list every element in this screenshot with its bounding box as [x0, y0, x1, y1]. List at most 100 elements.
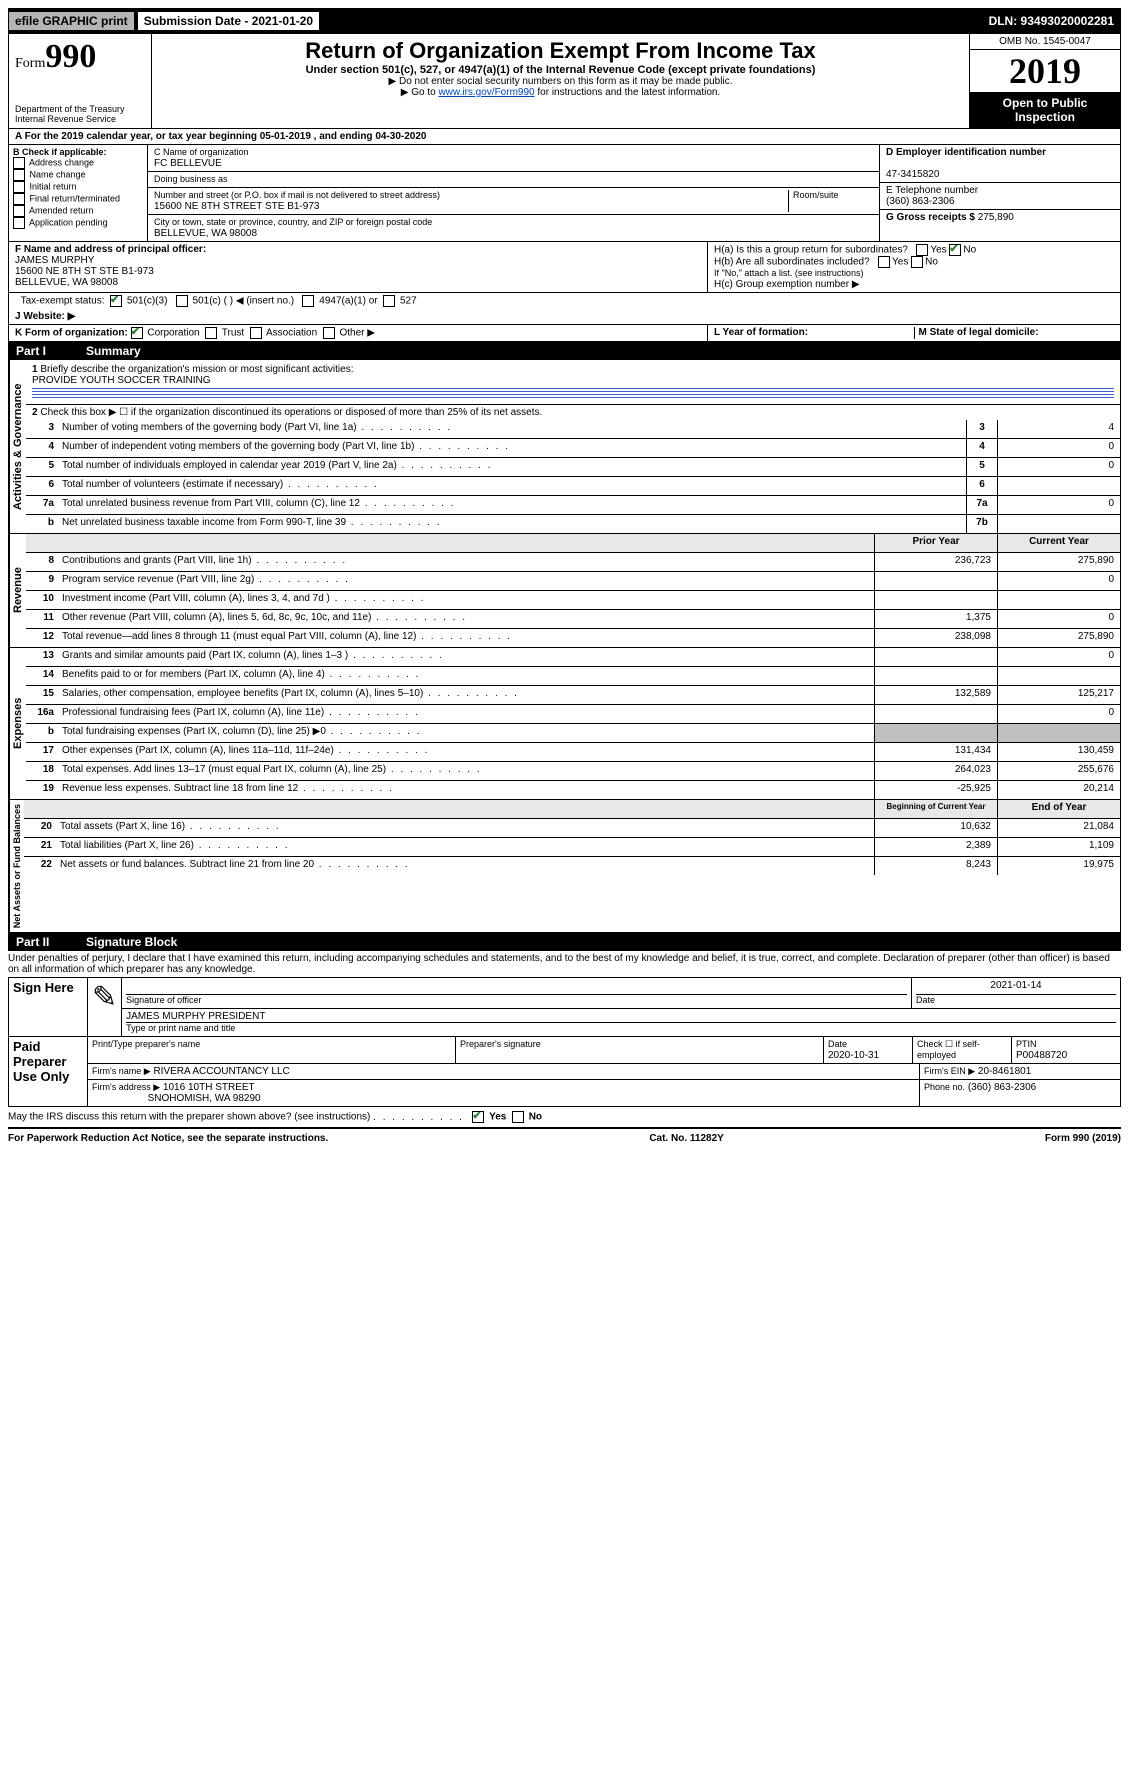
box-de: D Employer identification number 47-3415… [879, 145, 1120, 241]
table-row: 16a Professional fundraising fees (Part … [26, 705, 1120, 724]
sig-name: JAMES MURPHY PRESIDENT [126, 1011, 1116, 1023]
k-assoc[interactable]: Association [266, 328, 317, 339]
entity-block: B Check if applicable: Address change Na… [8, 145, 1121, 242]
tax-year: 2019 [970, 50, 1120, 92]
chk-amended[interactable]: Amended return [29, 205, 94, 215]
table-row: 19 Revenue less expenses. Subtract line … [26, 781, 1120, 799]
table-row: 12 Total revenue—add lines 8 through 11 … [26, 629, 1120, 647]
h-b: H(b) Are all subordinates included? [714, 257, 870, 268]
chk-name[interactable]: Name change [30, 169, 86, 179]
form-number: Form990 [15, 38, 145, 76]
efile-button[interactable]: efile GRAPHIC print [9, 12, 135, 30]
chk-pending[interactable]: Application pending [29, 217, 108, 227]
prep-date: 2020-10-31 [828, 1050, 879, 1061]
firm-name-label: Firm's name ▶ [92, 1066, 151, 1076]
table-row: 11 Other revenue (Part VIII, column (A),… [26, 610, 1120, 629]
vlabel-rev: Revenue [9, 534, 26, 647]
table-row: 4 Number of independent voting members o… [26, 439, 1120, 458]
sig-date: 2021-01-14 [916, 980, 1116, 995]
prep-date-label: Date [828, 1039, 847, 1049]
sig-name-label: Type or print name and title [126, 1023, 235, 1033]
submission-date: Submission Date - 2021-01-20 [137, 11, 320, 31]
footer-mid: Cat. No. 11282Y [649, 1133, 723, 1144]
table-row: 13 Grants and similar amounts paid (Part… [26, 648, 1120, 667]
phone-label: E Telephone number [886, 185, 978, 196]
te-501c[interactable]: 501(c) ( ) ◀ (insert no.) [193, 296, 295, 307]
top-bar: efile GRAPHIC print Submission Date - 20… [8, 8, 1121, 34]
irs-link[interactable]: www.irs.gov/Form990 [438, 87, 534, 98]
head-end: End of Year [997, 800, 1120, 818]
activities-governance: Activities & Governance 1 Briefly descri… [8, 360, 1121, 534]
paid-preparer-label: Paid Preparer Use Only [9, 1037, 88, 1107]
sign-here: Sign Here [9, 978, 88, 1037]
k-corp[interactable]: Corporation [147, 328, 199, 339]
head-begin: Beginning of Current Year [874, 800, 997, 818]
te-527[interactable]: 527 [400, 296, 417, 307]
te-label: Tax-exempt status: [21, 296, 105, 307]
h-b-note: If "No," attach a list. (see instruction… [714, 268, 863, 278]
part-1-header: Part I Summary [8, 342, 1121, 360]
ein: 47-3415820 [886, 169, 939, 180]
table-row: 17 Other expenses (Part IX, column (A), … [26, 743, 1120, 762]
h-c: H(c) Group exemption number ▶ [714, 279, 860, 290]
dept-treasury: Department of the Treasury Internal Reve… [15, 104, 145, 124]
omb-number: OMB No. 1545-0047 [970, 34, 1120, 50]
sig-officer-label: Signature of officer [126, 995, 201, 1005]
prep-name-label: Print/Type preparer's name [92, 1039, 200, 1049]
dba-label: Doing business as [154, 174, 228, 184]
tax-exempt-row: Tax-exempt status: 501(c)(3) 501(c) ( ) … [8, 293, 1121, 309]
h-a: H(a) Is this a group return for subordin… [714, 245, 908, 256]
table-row: 22 Net assets or fund balances. Subtract… [24, 857, 1120, 875]
table-row: 7a Total unrelated business revenue from… [26, 496, 1120, 515]
officer-name: JAMES MURPHY [15, 255, 94, 266]
k-trust[interactable]: Trust [222, 328, 244, 339]
pen-icon: ✎ [88, 978, 122, 1037]
te-4947[interactable]: 4947(a)(1) or [319, 296, 377, 307]
note-pre: ▶ Go to [401, 87, 439, 98]
chk-initial[interactable]: Initial return [30, 181, 77, 191]
ptin-label: PTIN [1016, 1039, 1037, 1049]
part-2-header: Part II Signature Block [8, 933, 1121, 951]
tax-year-range: A For the 2019 calendar year, or tax yea… [8, 129, 1121, 145]
firm-ein: 20-8461801 [978, 1066, 1031, 1077]
website-row: J Website: ▶ [8, 309, 1121, 325]
table-row: 6 Total number of volunteers (estimate i… [26, 477, 1120, 496]
form-prefix: Form [15, 56, 45, 71]
gross-label: G Gross receipts $ [886, 212, 975, 223]
box-b-label: B Check if applicable: [13, 147, 107, 157]
sig-date-label: Date [916, 995, 935, 1005]
gross-receipts: 275,890 [978, 212, 1014, 223]
revenue-block: Revenue Prior Year Current Year 8 Contri… [8, 534, 1121, 648]
k-other[interactable]: Other ▶ [339, 328, 374, 339]
prep-self[interactable]: Check ☐ if self-employed [913, 1037, 1012, 1063]
vlabel-gov: Activities & Governance [9, 360, 26, 533]
ptin: P00488720 [1016, 1050, 1067, 1061]
chk-address[interactable]: Address change [29, 157, 94, 167]
table-row: 8 Contributions and grants (Part VIII, l… [26, 553, 1120, 572]
head-current: Current Year [997, 534, 1120, 552]
netassets-block: Net Assets or Fund Balances Beginning of… [8, 800, 1121, 933]
room-label: Room/suite [793, 190, 839, 200]
footer-left: For Paperwork Reduction Act Notice, see … [8, 1133, 328, 1144]
perjury-statement: Under penalties of perjury, I declare th… [8, 951, 1121, 977]
te-501c3[interactable]: 501(c)(3) [127, 296, 168, 307]
box-b: B Check if applicable: Address change Na… [9, 145, 148, 241]
mission-label: Briefly describe the organization's miss… [40, 364, 353, 375]
table-row: 5 Total number of individuals employed i… [26, 458, 1120, 477]
firm-addr2: SNOHOMISH, WA 98290 [148, 1093, 261, 1104]
form-header: Form990 Department of the Treasury Inter… [8, 34, 1121, 129]
chk-final[interactable]: Final return/terminated [30, 193, 121, 203]
officer-label: F Name and address of principal officer: [15, 244, 206, 255]
table-row: 20 Total assets (Part X, line 16) 10,632… [24, 819, 1120, 838]
vlabel-exp: Expenses [9, 648, 26, 799]
mission-text: PROVIDE YOUTH SOCCER TRAINING [32, 375, 211, 386]
firm-name: RIVERA ACCOUNTANCY LLC [153, 1066, 289, 1077]
firm-phone-label: Phone no. [924, 1082, 965, 1092]
part2-label: Part II [16, 935, 86, 949]
table-row: b Total fundraising expenses (Part IX, c… [26, 724, 1120, 743]
city-label: City or town, state or province, country… [154, 217, 432, 227]
phone: (360) 863-2306 [886, 196, 954, 207]
firm-addr: 1016 10TH STREET [163, 1082, 255, 1093]
page-title: Return of Organization Exempt From Incom… [156, 38, 965, 64]
open-to-public: Open to Public Inspection [970, 92, 1120, 128]
